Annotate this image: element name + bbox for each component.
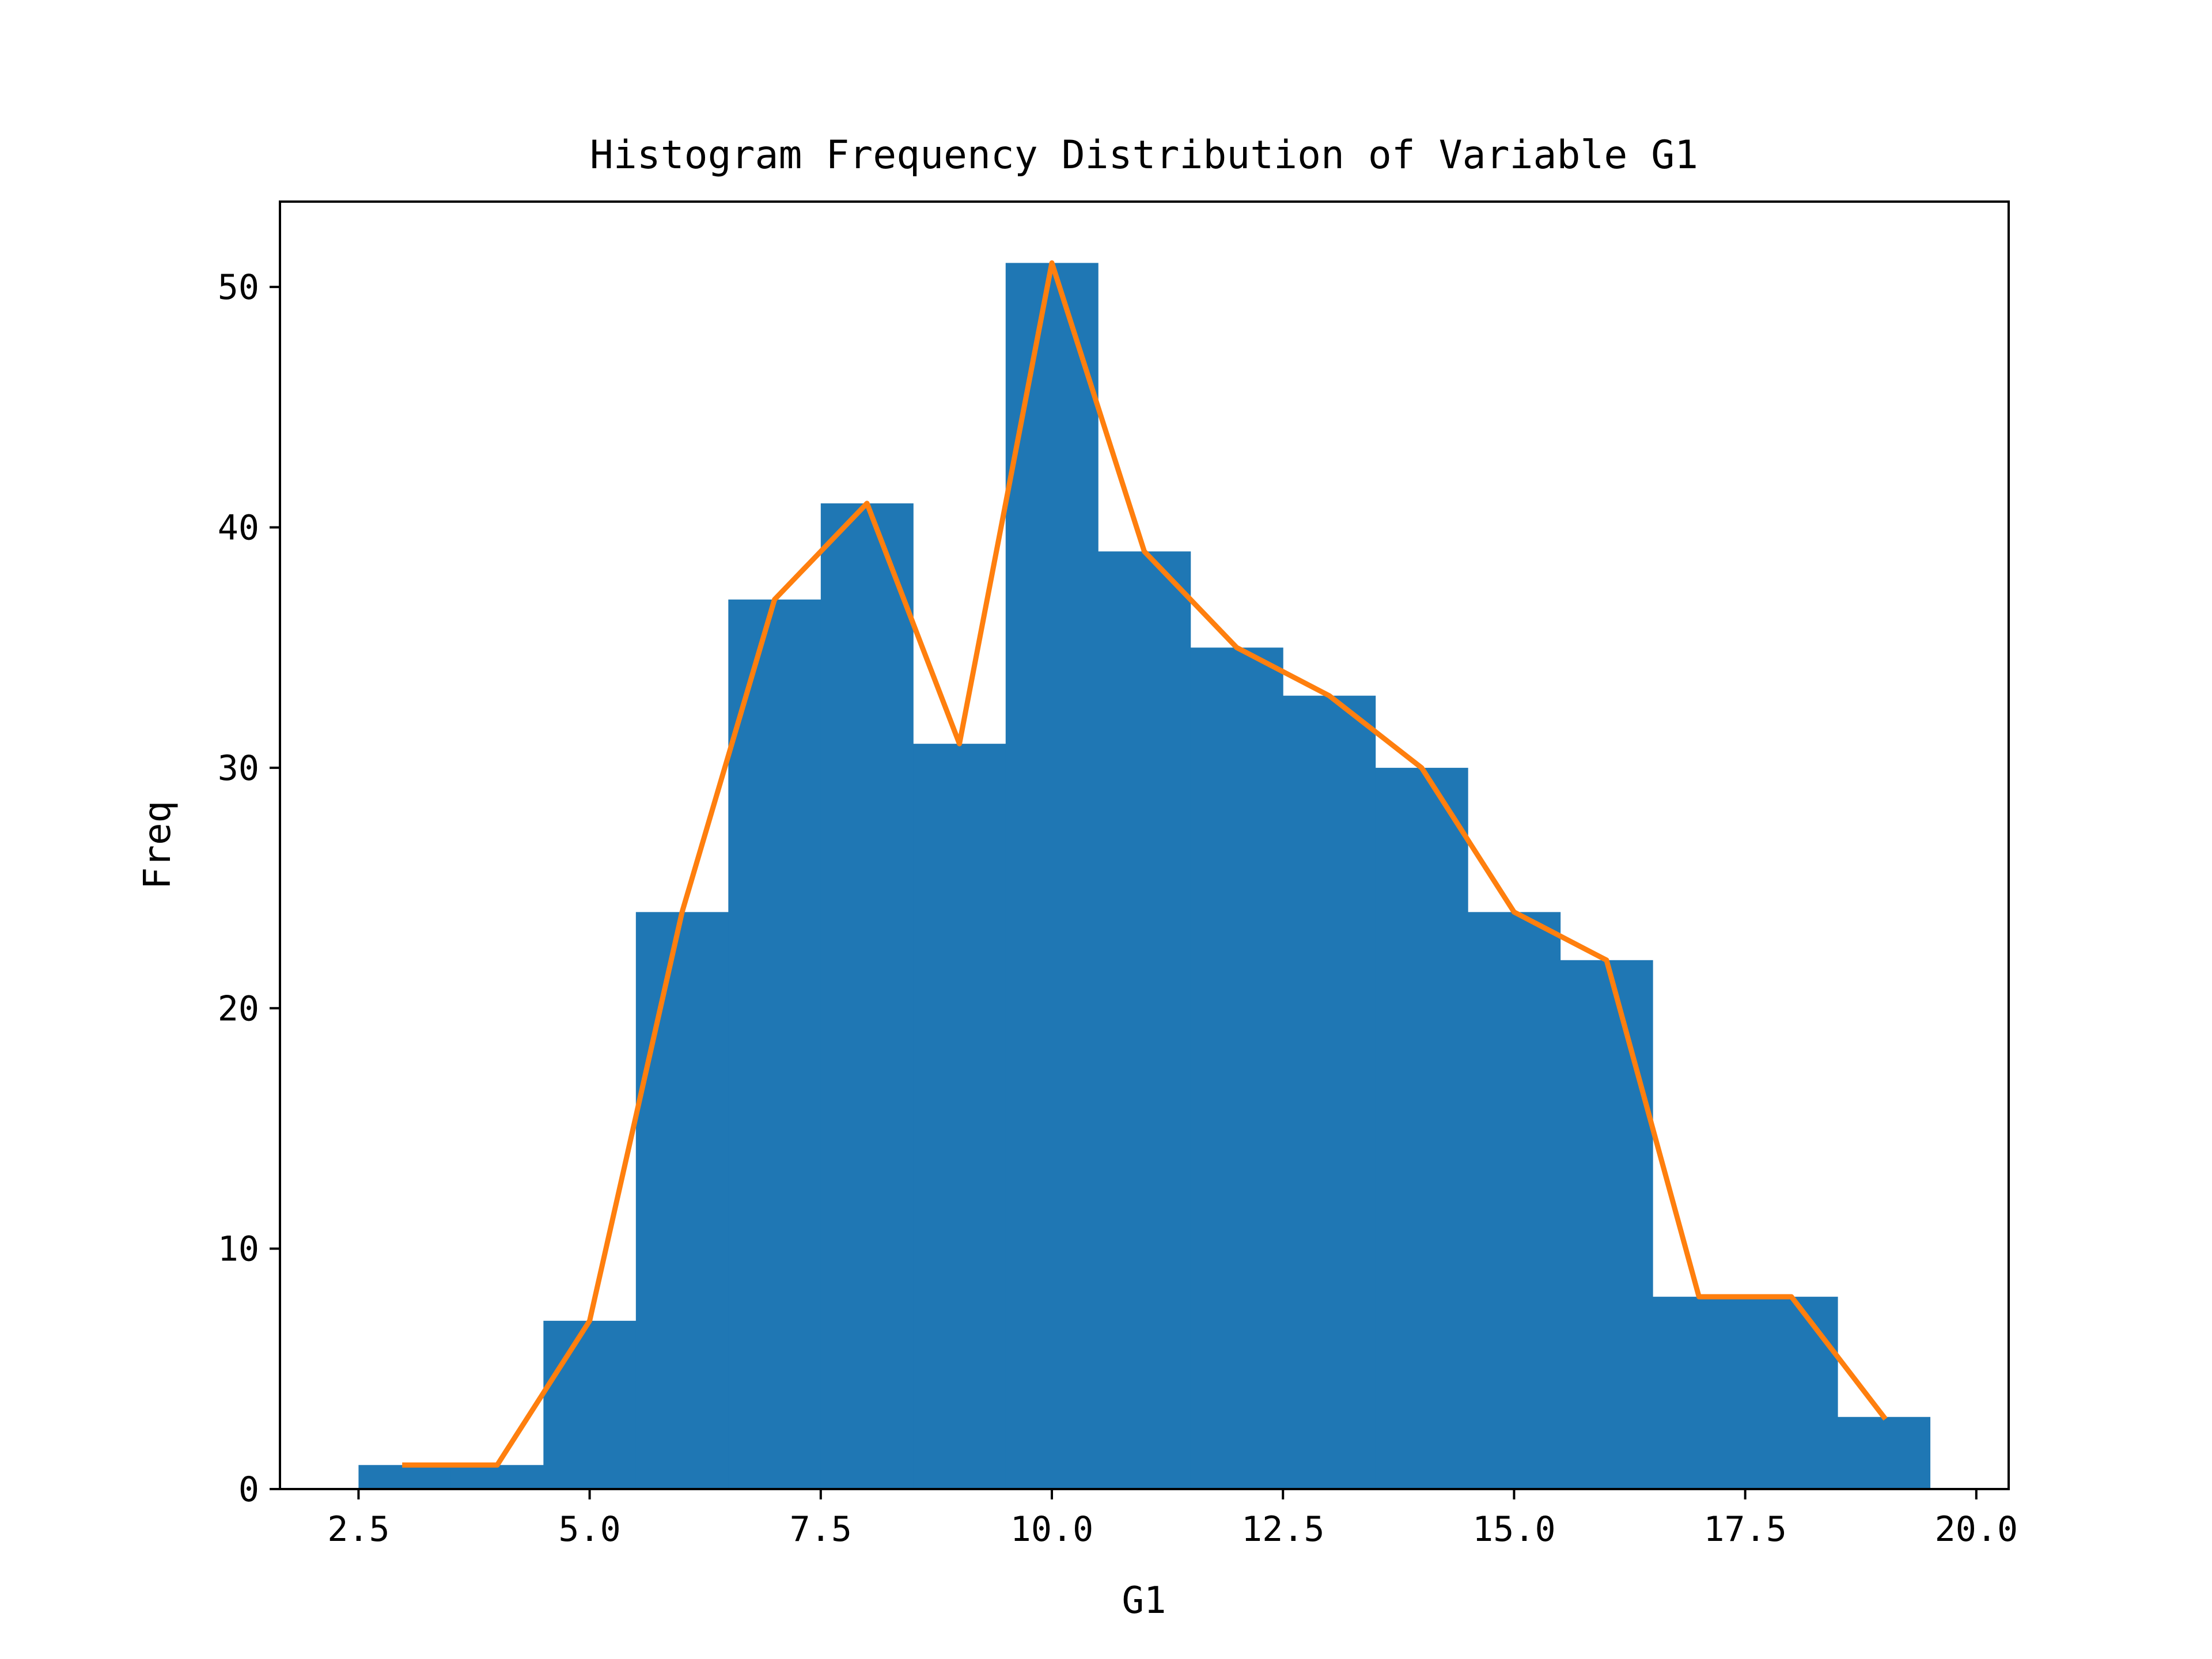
histogram-bar <box>450 1465 544 1489</box>
y-tick-label: 40 <box>218 508 259 548</box>
chart-title: Histogram Frequency Distribution of Vari… <box>590 132 1698 178</box>
histogram-bar <box>1375 767 1468 1489</box>
histogram-bar <box>358 1465 452 1489</box>
histogram-bar <box>1005 263 1099 1490</box>
x-tick-label: 20.0 <box>1935 1509 2018 1550</box>
histogram-bar <box>820 503 914 1489</box>
x-tick-label: 7.5 <box>790 1509 852 1550</box>
y-tick-label: 0 <box>238 1469 259 1510</box>
histogram-bar <box>543 1320 637 1489</box>
x-tick-label: 17.5 <box>1703 1509 1787 1550</box>
x-tick-label: 10.0 <box>1010 1509 1094 1550</box>
histogram-bar <box>1190 647 1283 1489</box>
x-tick-label: 12.5 <box>1241 1509 1325 1550</box>
histogram-bar <box>1560 960 1653 1489</box>
histogram-bar <box>635 912 729 1489</box>
x-tick-label: 15.0 <box>1472 1509 1556 1550</box>
y-tick-label: 30 <box>218 748 259 789</box>
histogram-bar <box>1653 1297 1746 1489</box>
x-tick-label: 2.5 <box>327 1509 389 1550</box>
histogram-bar <box>913 744 1006 1489</box>
frequency-polygon <box>402 260 1888 1468</box>
histogram-bar <box>1745 1297 1838 1489</box>
y-axis-ticks: 0 10 20 30 40 50 <box>218 267 280 1510</box>
histogram-bar <box>1838 1416 1931 1489</box>
histogram-bar <box>1283 695 1376 1489</box>
plot-frame <box>279 200 2010 1490</box>
y-tick-label: 50 <box>218 267 259 308</box>
histogram-bar <box>1468 912 1561 1489</box>
x-tick-label: 5.0 <box>558 1509 620 1550</box>
histogram-bars <box>358 263 1931 1490</box>
x-axis-ticks: 2.5 5.0 7.5 10.0 12.5 15.0 17.5 20.0 <box>327 1489 2018 1550</box>
histogram-bar <box>728 599 821 1489</box>
y-axis-label: Freq <box>137 801 179 889</box>
x-axis-label: G1 <box>1122 1580 1166 1622</box>
y-tick-label: 10 <box>218 1229 259 1270</box>
histogram-bar <box>1098 551 1191 1489</box>
y-tick-label: 20 <box>218 988 259 1029</box>
frequency-line <box>402 260 1888 1468</box>
